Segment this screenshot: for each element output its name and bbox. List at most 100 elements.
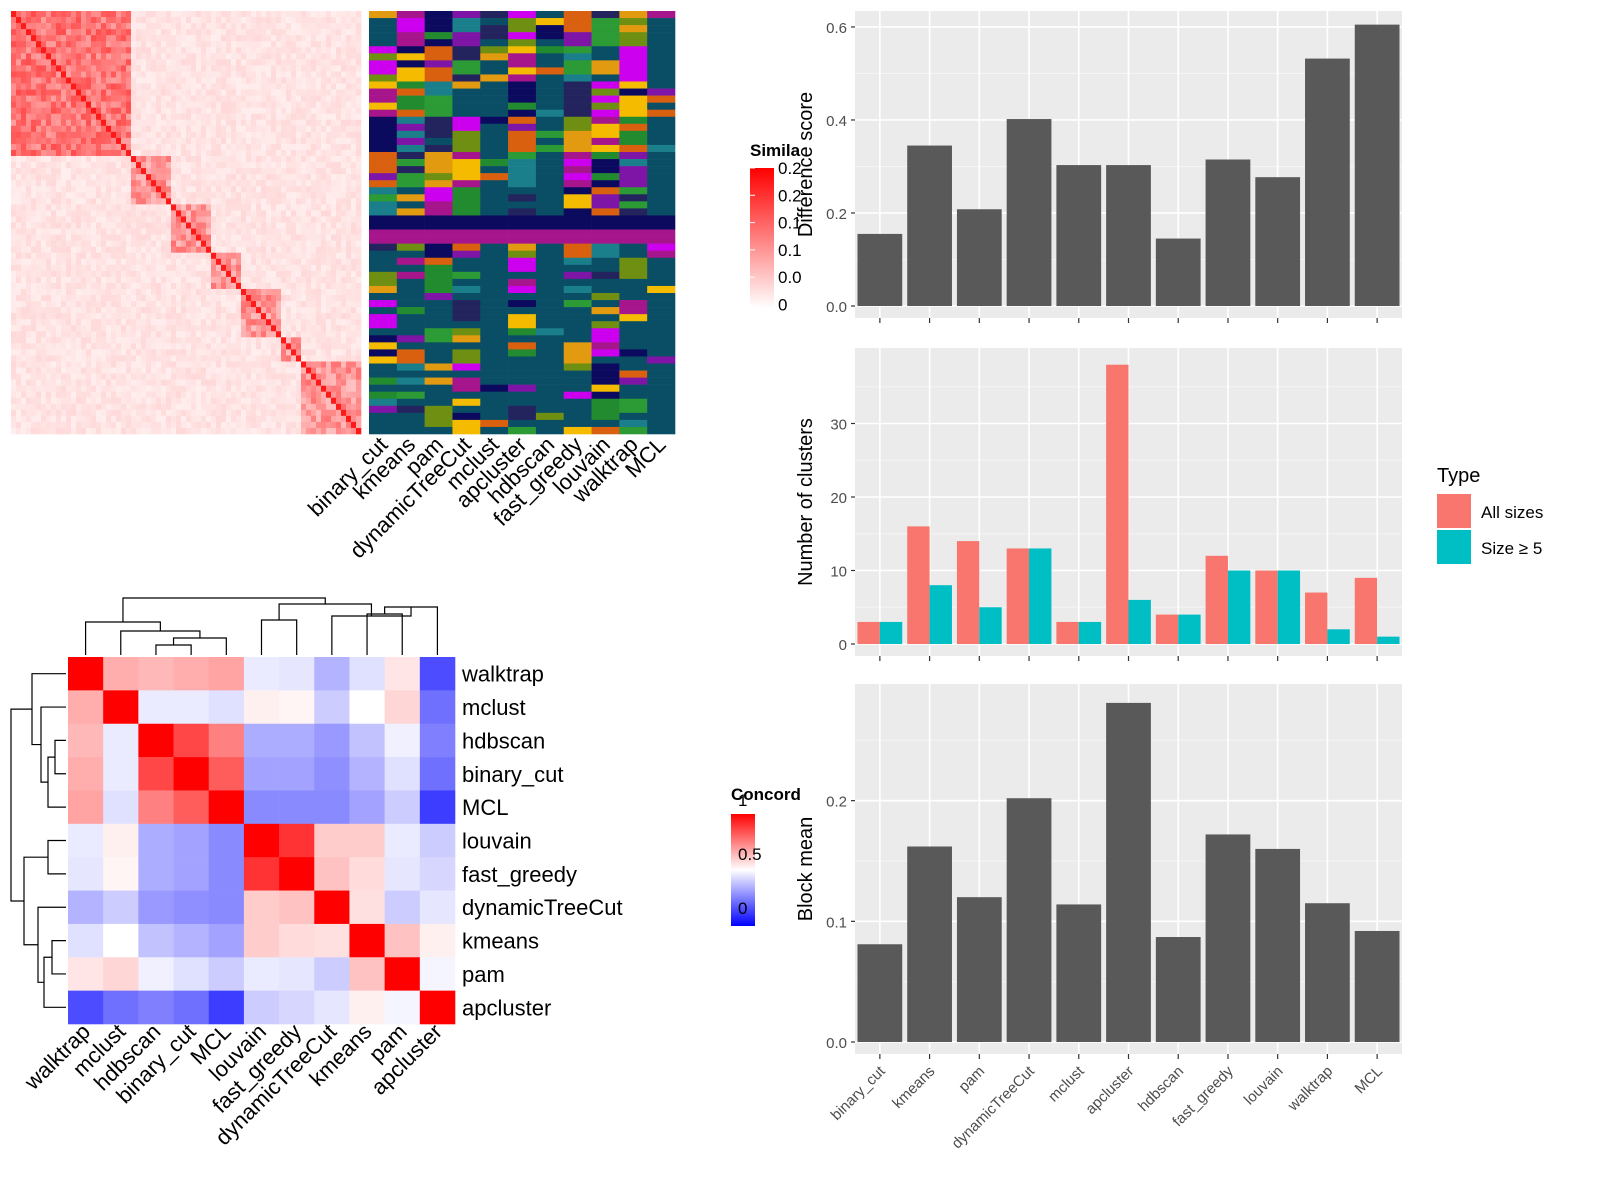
similarity-cell <box>296 264 302 272</box>
similarity-cell <box>121 119 127 127</box>
similarity-cell <box>176 29 182 36</box>
similarity-cell <box>146 301 152 308</box>
similarity-cell <box>356 288 362 296</box>
similarity-cell <box>41 156 47 163</box>
similarity-cell <box>191 192 197 199</box>
similarity-cell <box>46 137 52 145</box>
similarity-cell <box>271 41 277 48</box>
similarity-cell <box>21 131 27 139</box>
similarity-cell <box>151 234 157 241</box>
similarity-cell <box>111 101 117 108</box>
similarity-cell <box>241 391 247 399</box>
similarity-cell <box>211 373 217 380</box>
similarity-cell <box>291 397 297 405</box>
similarity-cell <box>291 270 297 278</box>
similarity-cell <box>86 421 92 429</box>
similarity-cell <box>346 107 352 115</box>
similarity-cell <box>41 101 47 108</box>
similarity-cell <box>301 156 307 163</box>
similarity-cell <box>281 391 287 399</box>
similarity-cell <box>111 397 117 405</box>
similarity-cell <box>101 427 107 435</box>
similarity-cell <box>121 41 127 48</box>
similarity-cell <box>146 89 152 96</box>
similarity-cell <box>351 415 357 423</box>
similarity-cell <box>131 313 137 320</box>
similarity-cell <box>236 47 242 54</box>
similarity-cell <box>166 174 172 181</box>
similarity-cell <box>171 222 177 229</box>
similarity-cell <box>266 119 272 127</box>
similarity-cell <box>26 65 32 72</box>
similarity-cell <box>291 168 297 175</box>
similarity-cell <box>26 71 32 78</box>
similarity-cell <box>171 59 177 66</box>
similarity-cell <box>226 23 232 30</box>
similarity-cell <box>311 17 317 24</box>
similarity-cell <box>61 385 67 392</box>
similarity-cell <box>286 131 292 139</box>
similarity-cell <box>211 276 217 284</box>
similarity-cell <box>21 216 27 223</box>
similarity-cell <box>121 59 127 66</box>
similarity-cell <box>126 313 132 320</box>
similarity-cell <box>346 252 352 260</box>
similarity-cell <box>116 137 122 145</box>
similarity-cell <box>341 264 347 272</box>
similarity-cell <box>226 270 232 278</box>
similarity-cell <box>211 288 217 296</box>
similarity-cell <box>236 174 242 181</box>
similarity-cell <box>81 331 87 338</box>
similarity-cell <box>281 361 287 368</box>
similarity-cell <box>21 421 27 429</box>
similarity-cell <box>241 119 247 127</box>
similarity-cell <box>31 174 37 181</box>
similarity-cell <box>166 246 172 254</box>
similarity-cell <box>116 125 122 133</box>
similarity-cell <box>136 29 142 36</box>
similarity-cell <box>196 379 202 386</box>
similarity-cell <box>266 246 272 254</box>
similarity-cell <box>91 421 97 429</box>
similarity-cell <box>281 264 287 272</box>
similarity-cell <box>136 282 142 290</box>
similarity-cell <box>241 385 247 392</box>
similarity-cell <box>286 397 292 405</box>
similarity-cell <box>31 35 37 42</box>
similarity-cell <box>176 397 182 405</box>
similarity-cell <box>311 53 317 60</box>
similarity-cell <box>321 240 327 247</box>
similarity-cell <box>276 186 282 193</box>
cluster-assignment-cell <box>647 46 676 54</box>
cluster-assignment-cell <box>452 18 481 26</box>
similarity-cell <box>111 143 117 151</box>
similarity-cell <box>51 222 57 229</box>
similarity-cell <box>26 107 32 115</box>
similarity-cell <box>261 258 267 266</box>
similarity-cell <box>286 234 292 241</box>
similarity-cell <box>351 210 357 217</box>
similarity-cell <box>331 216 337 223</box>
similarity-cell <box>266 17 272 24</box>
similarity-cell <box>106 83 112 90</box>
similarity-cell <box>171 264 177 272</box>
similarity-cell <box>331 174 337 181</box>
similarity-cell <box>231 71 237 78</box>
similarity-cell <box>316 415 322 423</box>
similarity-cell <box>161 319 167 326</box>
similarity-cell <box>61 17 67 24</box>
similarity-cell <box>341 276 347 284</box>
similarity-cell <box>146 53 152 60</box>
similarity-cell <box>116 216 122 223</box>
similarity-cell <box>16 71 22 78</box>
similarity-cell <box>336 204 342 211</box>
similarity-cell <box>21 331 27 338</box>
similarity-cell <box>121 83 127 90</box>
similarity-cell <box>356 143 362 151</box>
similarity-cell <box>211 252 217 260</box>
similarity-cell <box>16 331 22 338</box>
similarity-cell <box>236 325 242 332</box>
similarity-cell <box>251 228 257 235</box>
similarity-cell <box>166 35 172 42</box>
